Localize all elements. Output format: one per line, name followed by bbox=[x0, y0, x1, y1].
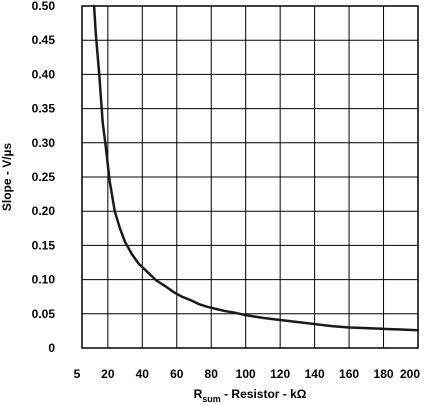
x-tick-label-0: 5 bbox=[74, 367, 81, 381]
y-tick-label-0: 0 bbox=[48, 341, 55, 355]
x-tick-labels: 5 20 40 60 80 100 120 140 160 180 200 bbox=[74, 367, 421, 381]
y-tick-labels: 0 0.05 0.10 0.15 0.20 0.25 0.30 0.35 0.40 0.45 0.5… bbox=[32, 0, 56, 355]
slope-series-line bbox=[92, 4, 420, 332]
x-tick-label-9: 180 bbox=[374, 367, 394, 381]
x-axis-title-rest: - Resistor - kΩ bbox=[221, 387, 307, 401]
x-tick-label-5: 100 bbox=[236, 367, 256, 381]
y-tick-label-7: 0.35 bbox=[32, 102, 56, 116]
y-axis-title: Slope - V/µs bbox=[0, 143, 14, 212]
x-axis-title: Rsum - Resistor - kΩ bbox=[194, 387, 307, 404]
x-tick-label-7: 140 bbox=[305, 367, 325, 381]
y-tick-label-5: 0.25 bbox=[32, 170, 56, 184]
y-tick-label-8: 0.40 bbox=[32, 67, 56, 81]
x-axis-title-subscript: sum bbox=[202, 394, 221, 404]
grid-lines bbox=[82, 6, 418, 348]
y-tick-label-10: 0.50 bbox=[32, 0, 56, 13]
y-tick-label-4: 0.20 bbox=[32, 204, 56, 218]
x-tick-label-2: 40 bbox=[136, 367, 150, 381]
plot-frame bbox=[81, 5, 419, 349]
y-tick-label-2: 0.10 bbox=[32, 273, 56, 287]
x-tick-label-3: 60 bbox=[170, 367, 184, 381]
y-tick-label-9: 0.45 bbox=[32, 33, 56, 47]
x-tick-label-4: 80 bbox=[205, 367, 219, 381]
y-tick-label-1: 0.05 bbox=[32, 307, 56, 321]
y-tick-label-3: 0.15 bbox=[32, 238, 56, 252]
x-tick-label-1: 20 bbox=[101, 367, 115, 381]
x-axis-title-main: R bbox=[194, 387, 203, 401]
x-tick-label-10: 200 bbox=[400, 367, 420, 381]
x-tick-label-6: 120 bbox=[270, 367, 290, 381]
y-tick-label-6: 0.30 bbox=[32, 136, 56, 150]
x-tick-label-8: 160 bbox=[339, 367, 359, 381]
